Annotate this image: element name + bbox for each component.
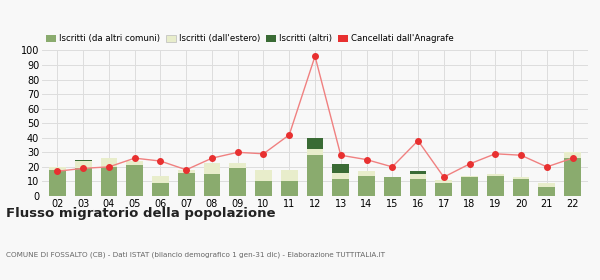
Point <box>310 54 320 59</box>
Point <box>284 133 294 137</box>
Bar <box>358 171 375 176</box>
Point <box>259 151 268 156</box>
Bar <box>410 174 427 179</box>
Bar <box>538 187 555 196</box>
Bar <box>75 161 92 168</box>
Bar <box>281 170 298 181</box>
Point <box>181 167 191 172</box>
Point <box>413 138 423 143</box>
Legend: Iscritti (da altri comuni), Iscritti (dall'estero), Iscritti (altri), Cancellati: Iscritti (da altri comuni), Iscritti (da… <box>46 34 454 43</box>
Bar <box>487 176 503 196</box>
Point <box>79 166 88 171</box>
Bar <box>307 150 323 155</box>
Point <box>568 156 577 160</box>
Bar <box>127 165 143 196</box>
Bar <box>229 168 246 196</box>
Bar <box>127 161 143 165</box>
Point <box>388 165 397 169</box>
Bar <box>307 155 323 196</box>
Text: Flusso migratorio della popolazione: Flusso migratorio della popolazione <box>6 207 275 220</box>
Bar <box>255 181 272 196</box>
Bar <box>203 162 220 174</box>
Bar <box>332 173 349 179</box>
Bar <box>564 158 581 196</box>
Bar <box>101 167 118 196</box>
Point <box>362 157 371 162</box>
Bar <box>436 180 452 183</box>
Point <box>465 162 475 166</box>
Bar <box>384 177 401 196</box>
Bar <box>358 176 375 196</box>
Bar <box>152 176 169 183</box>
Point <box>439 175 449 179</box>
Point <box>104 165 114 169</box>
Bar <box>75 160 92 161</box>
Bar <box>281 181 298 196</box>
Bar <box>152 183 169 196</box>
Point <box>233 150 242 155</box>
Bar <box>49 170 66 196</box>
Bar <box>512 179 529 196</box>
Bar <box>461 176 478 177</box>
Point <box>542 165 551 169</box>
Point <box>490 151 500 156</box>
Point <box>336 153 346 157</box>
Bar <box>255 170 272 181</box>
Bar <box>332 179 349 196</box>
Bar <box>512 177 529 179</box>
Bar <box>178 173 194 196</box>
Bar <box>203 174 220 196</box>
Bar <box>436 183 452 196</box>
Bar <box>410 179 427 196</box>
Bar <box>332 164 349 173</box>
Point <box>53 169 62 174</box>
Bar <box>229 162 246 168</box>
Bar <box>410 171 427 174</box>
Point <box>516 153 526 157</box>
Bar <box>564 152 581 158</box>
Text: COMUNE DI FOSSALTO (CB) - Dati ISTAT (bilancio demografico 1 gen-31 dic) - Elabo: COMUNE DI FOSSALTO (CB) - Dati ISTAT (bi… <box>6 252 385 258</box>
Bar <box>538 183 555 187</box>
Bar <box>487 174 503 176</box>
Bar <box>101 158 118 167</box>
Point <box>130 156 140 160</box>
Bar <box>75 168 92 196</box>
Point <box>155 159 165 163</box>
Bar <box>461 177 478 196</box>
Point <box>207 156 217 160</box>
Bar <box>178 170 194 173</box>
Bar <box>307 138 323 150</box>
Bar <box>49 167 66 170</box>
